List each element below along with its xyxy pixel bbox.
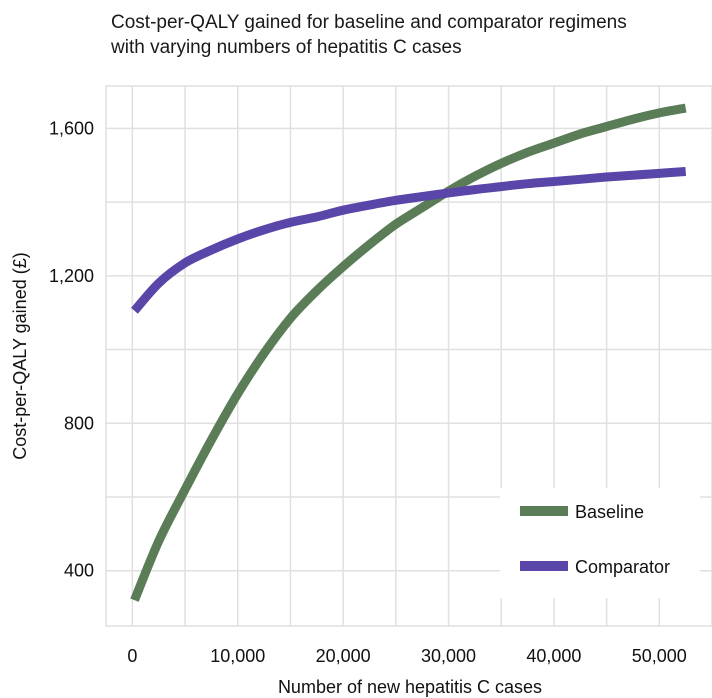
legend-label-comparator: Comparator [575, 557, 670, 577]
legend-item-baseline: Baseline [520, 502, 644, 522]
x-tick-label: 40,000 [526, 646, 581, 666]
x-tick-label: 50,000 [632, 646, 687, 666]
y-tick-label: 800 [64, 413, 94, 433]
y-tick-label: 1,600 [49, 118, 94, 138]
x-tick-label: 30,000 [421, 646, 476, 666]
chart-title-line-1: Cost-per-QALY gained for baseline and co… [111, 12, 627, 33]
x-tick-label: 0 [127, 646, 137, 666]
y-tick-label: 400 [64, 561, 94, 581]
y-axis-label: Cost-per-QALY gained (£) [10, 252, 30, 459]
y-tick-label: 1,200 [49, 266, 94, 286]
series-layer [130, 103, 687, 602]
legend: Baseline Comparator [500, 488, 700, 598]
legend-swatch-comparator [520, 561, 568, 571]
series-line-baseline [130, 103, 687, 602]
x-axis-label: Number of new hepatitis C cases [278, 677, 542, 697]
chart-title: Cost-per-QALY gained for baseline and co… [111, 10, 701, 60]
x-axis-ticks: 0 10,000 20,000 30,000 40,000 50,000 [127, 646, 686, 666]
legend-item-comparator: Comparator [520, 557, 670, 577]
legend-swatch-baseline [520, 506, 568, 516]
series-line-comparator [131, 167, 687, 314]
legend-label-baseline: Baseline [575, 502, 644, 522]
x-tick-label: 10,000 [210, 646, 265, 666]
chart-title-line-2: with varying numbers of hepatitis C case… [111, 37, 462, 58]
y-axis-ticks: 400 800 1,200 1,600 [49, 118, 94, 580]
x-tick-label: 20,000 [316, 646, 371, 666]
